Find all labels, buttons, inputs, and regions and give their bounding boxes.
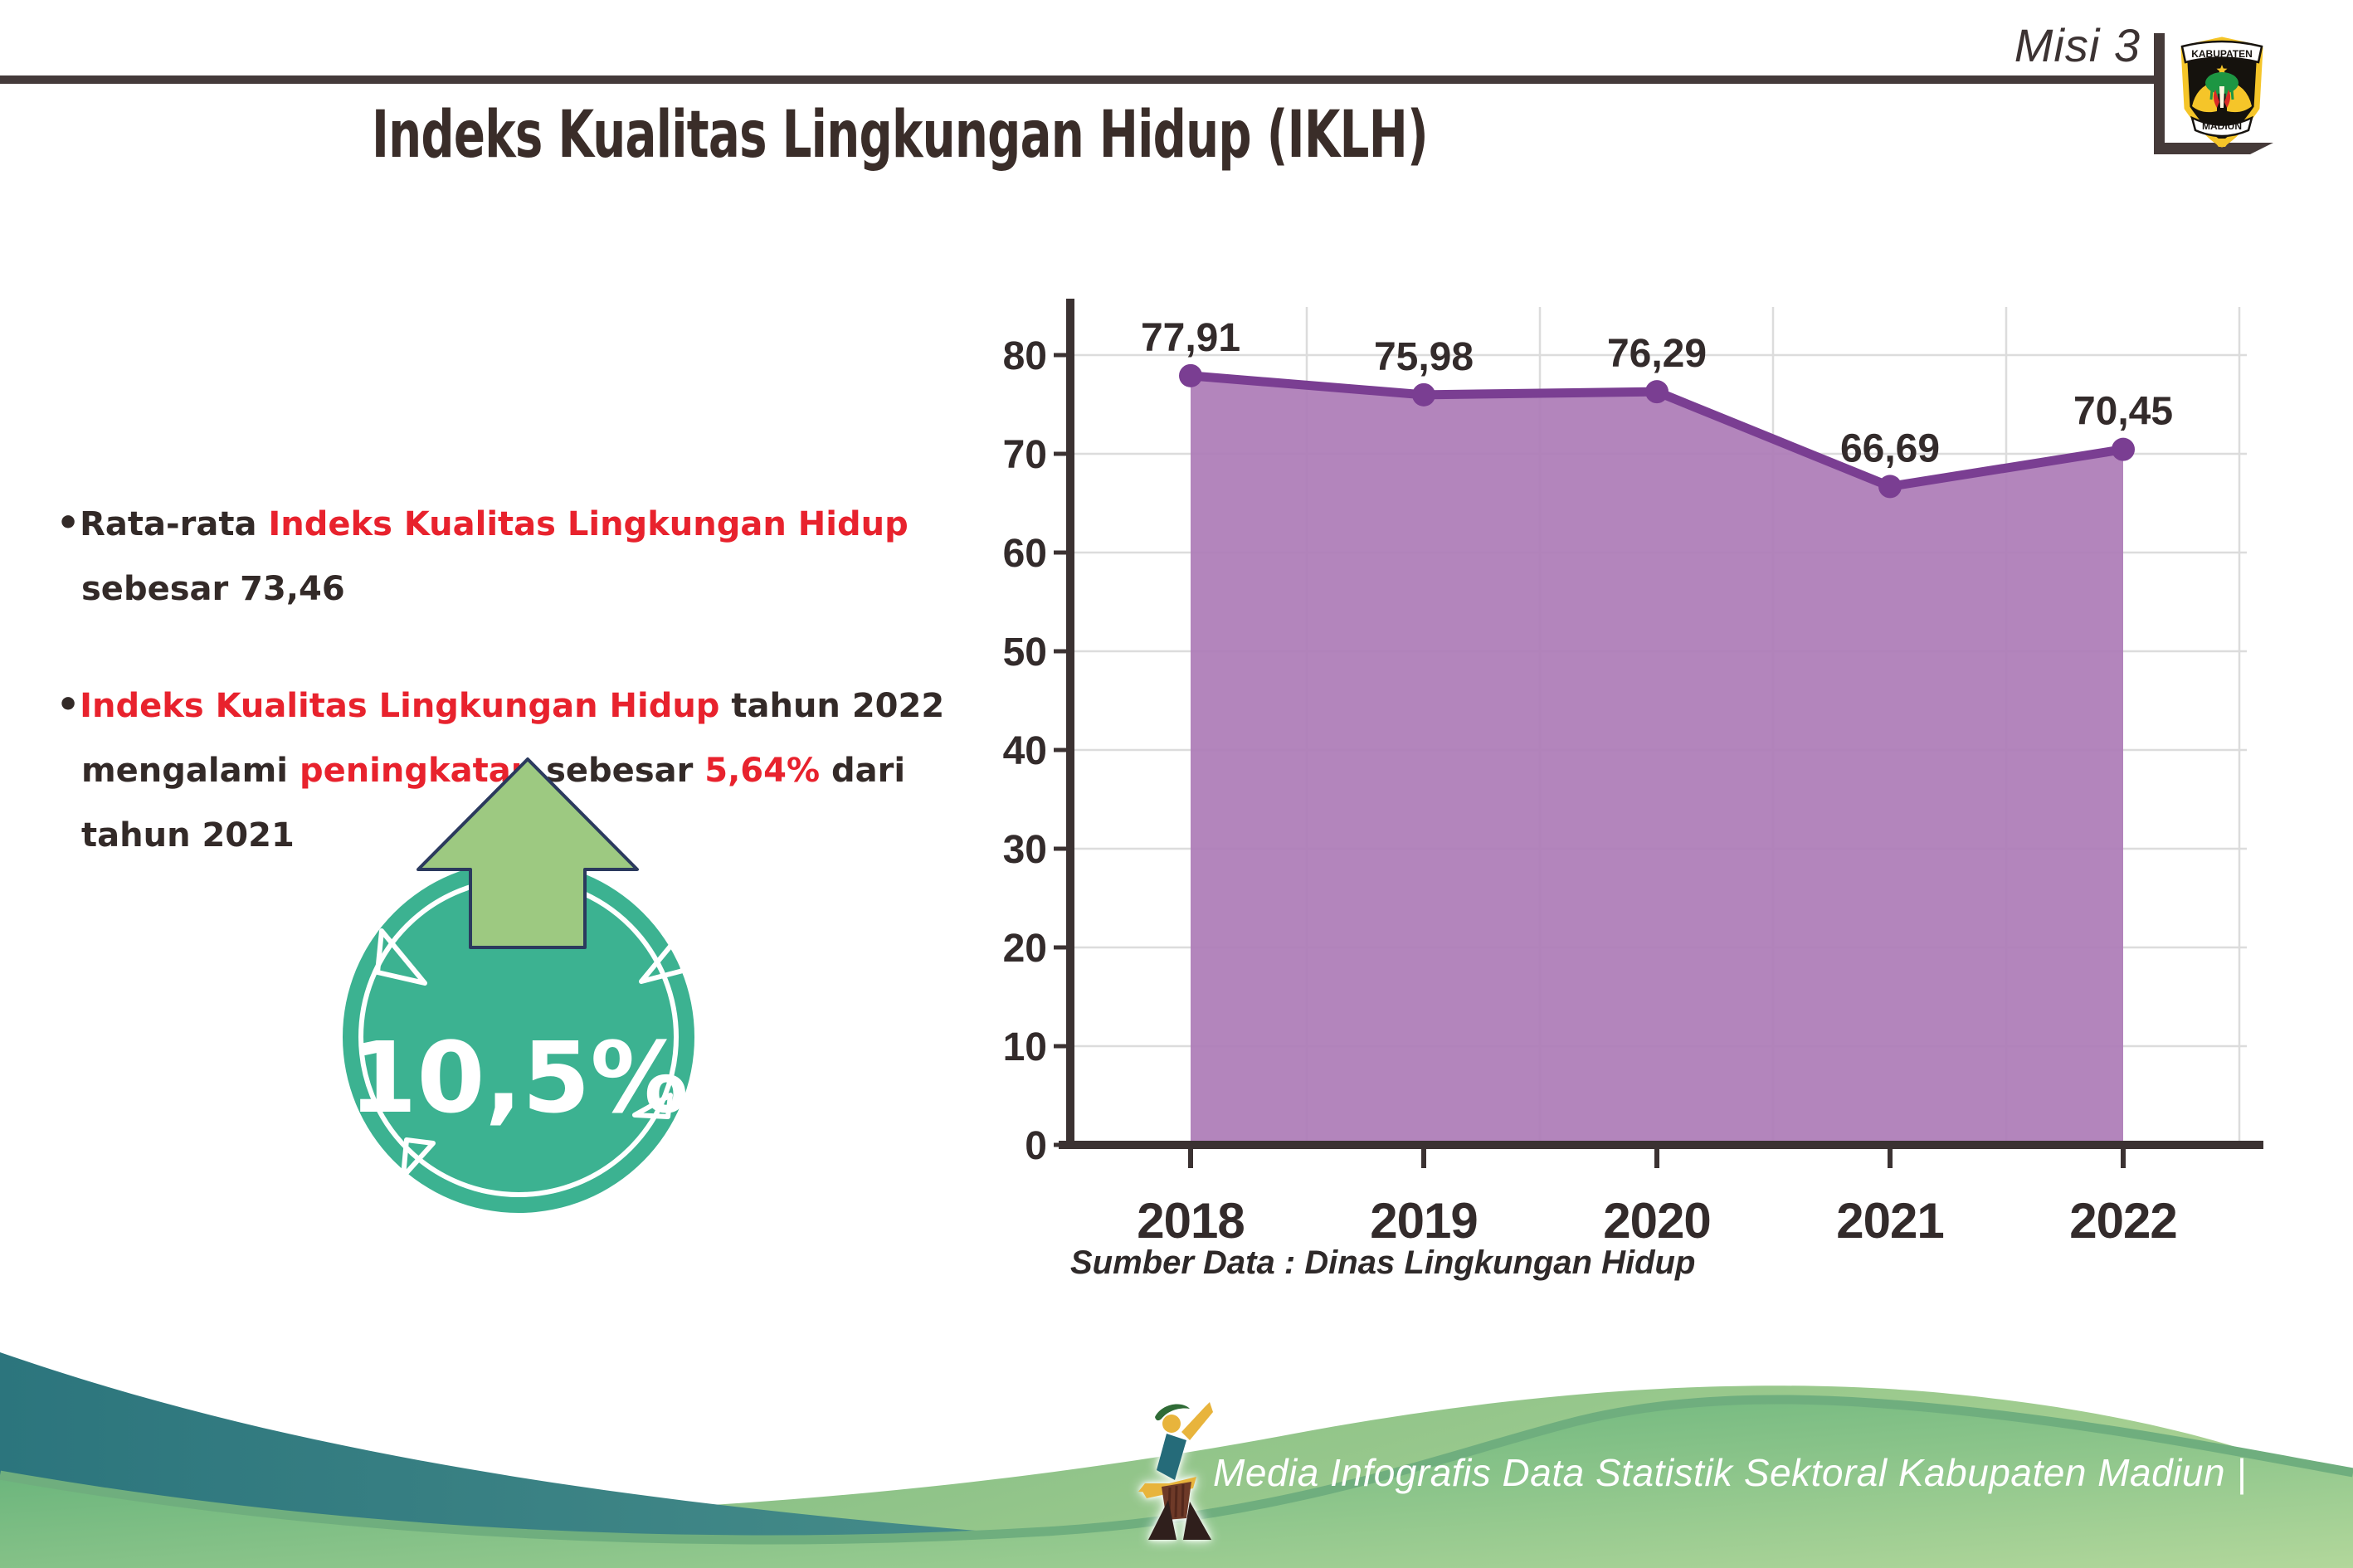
iklh-area-chart: 0 10 20 30 40 50 60 70 80 2018 2019 2020 2021 2022 77,…	[1003, 299, 2263, 1249]
page-title: Indeks Kualitas Lingkungan Hidup (IKLH)	[372, 98, 1429, 173]
logo-top-banner: KABUPATEN	[2191, 48, 2253, 60]
footer-credit: Media Infografis Data Statistik Sektoral…	[1213, 1451, 2247, 1494]
svg-text:2019: 2019	[1370, 1193, 1477, 1249]
badge-circle	[343, 861, 694, 1213]
logo-bottom-banner: MADIUN	[2202, 120, 2242, 132]
bullet-text-segment: Rata-rata	[80, 505, 269, 543]
bullet-text-segment: 5,64%	[704, 752, 821, 790]
kabupaten-madiun-logo-icon: KABUPATEN MADIUN	[2180, 37, 2263, 148]
bullet-dot: •	[56, 684, 80, 726]
svg-text:70,45: 70,45	[2073, 390, 2173, 434]
wave-green-rim	[0, 1395, 2353, 1545]
svg-text:80: 80	[1003, 334, 1047, 378]
svg-text:40: 40	[1003, 729, 1047, 773]
svg-text:30: 30	[1003, 828, 1047, 872]
wave-teal	[0, 1352, 1643, 1568]
svg-text:76,29: 76,29	[1607, 332, 1707, 376]
svg-text:0: 0	[1025, 1124, 1047, 1168]
corner-bracket-decoration	[2154, 33, 2273, 154]
bullet-text-segment: Indeks Kualitas Lingkungan Hidup	[80, 687, 720, 725]
bullet-dot: •	[56, 502, 80, 544]
svg-text:2022: 2022	[2069, 1193, 2176, 1249]
bullet-text-segment: dari tahun 2021	[81, 752, 906, 855]
svg-text:10: 10	[1003, 1025, 1047, 1069]
badge-value: 10,5%	[348, 1020, 688, 1135]
misi-label: Misi 3	[2014, 19, 2141, 71]
bullet-text-segment: sebesar	[534, 752, 705, 790]
bullet-text-segment: sebesar 73,46	[81, 570, 345, 608]
dancer-mascot-icon	[1138, 1402, 1213, 1540]
svg-text:50: 50	[1003, 631, 1047, 674]
svg-text:70: 70	[1003, 433, 1047, 477]
svg-text:60: 60	[1003, 532, 1047, 576]
top-rule	[0, 75, 2157, 84]
increase-badge: 10,5%	[343, 757, 694, 1213]
svg-text:2021: 2021	[1836, 1193, 1943, 1249]
source-note: Sumber Data : Dinas Lingkungan Hidup	[1070, 1244, 1696, 1281]
footer-wave-decoration	[0, 1352, 2353, 1568]
bullet-item: •Rata-rata Indeks Kualitas Lingkungan Hi…	[56, 491, 957, 621]
bullet-text-segment: peningkatan	[299, 752, 535, 790]
svg-text:75,98: 75,98	[1374, 335, 1474, 379]
bullet-list: •Rata-rata Indeks Kualitas Lingkungan Hi…	[56, 491, 957, 868]
svg-text:77,91: 77,91	[1141, 316, 1240, 360]
svg-text:2018: 2018	[1137, 1193, 1244, 1249]
bullet-item: •Indeks Kualitas Lingkungan Hidup tahun …	[56, 673, 957, 868]
up-arrow-icon	[417, 757, 639, 949]
svg-text:20: 20	[1003, 927, 1047, 971]
bullet-text-segment: tahun 2022 mengalami	[81, 687, 945, 790]
badge-spark-triangles	[375, 928, 685, 1179]
svg-text:66,69: 66,69	[1840, 426, 1940, 470]
bullet-text-segment: Indeks Kualitas Lingkungan Hidup	[268, 505, 909, 543]
wave-green-front	[0, 1400, 2353, 1568]
svg-text:2020: 2020	[1603, 1193, 1710, 1249]
